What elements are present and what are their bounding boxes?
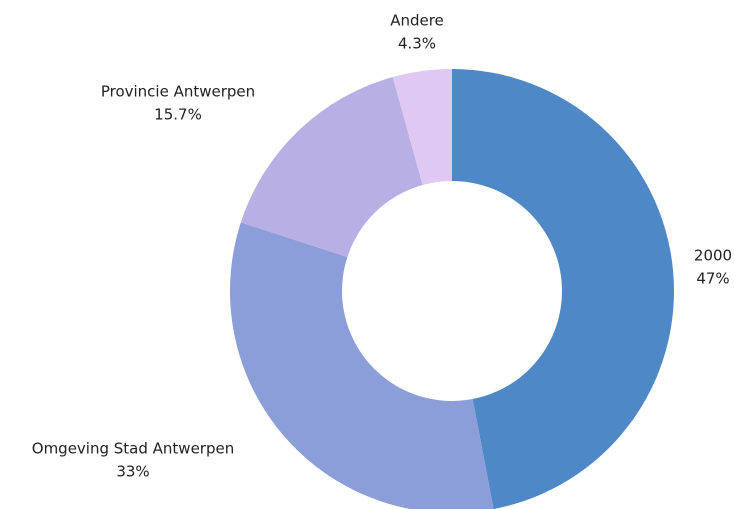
slice-label: Omgeving Stad Antwerpen	[32, 440, 234, 458]
slice-label: Provincie Antwerpen	[101, 83, 255, 101]
slice-value: 33%	[116, 463, 149, 481]
slice-value: 4.3%	[398, 35, 436, 53]
slice	[392, 69, 452, 185]
slice	[452, 69, 674, 509]
slice	[240, 77, 423, 258]
slice-value: 47%	[696, 270, 729, 288]
slice	[230, 222, 494, 509]
slice-value: 15.7%	[154, 106, 202, 124]
slice-label: 2000	[694, 247, 732, 265]
slice-label: Andere	[390, 12, 444, 30]
